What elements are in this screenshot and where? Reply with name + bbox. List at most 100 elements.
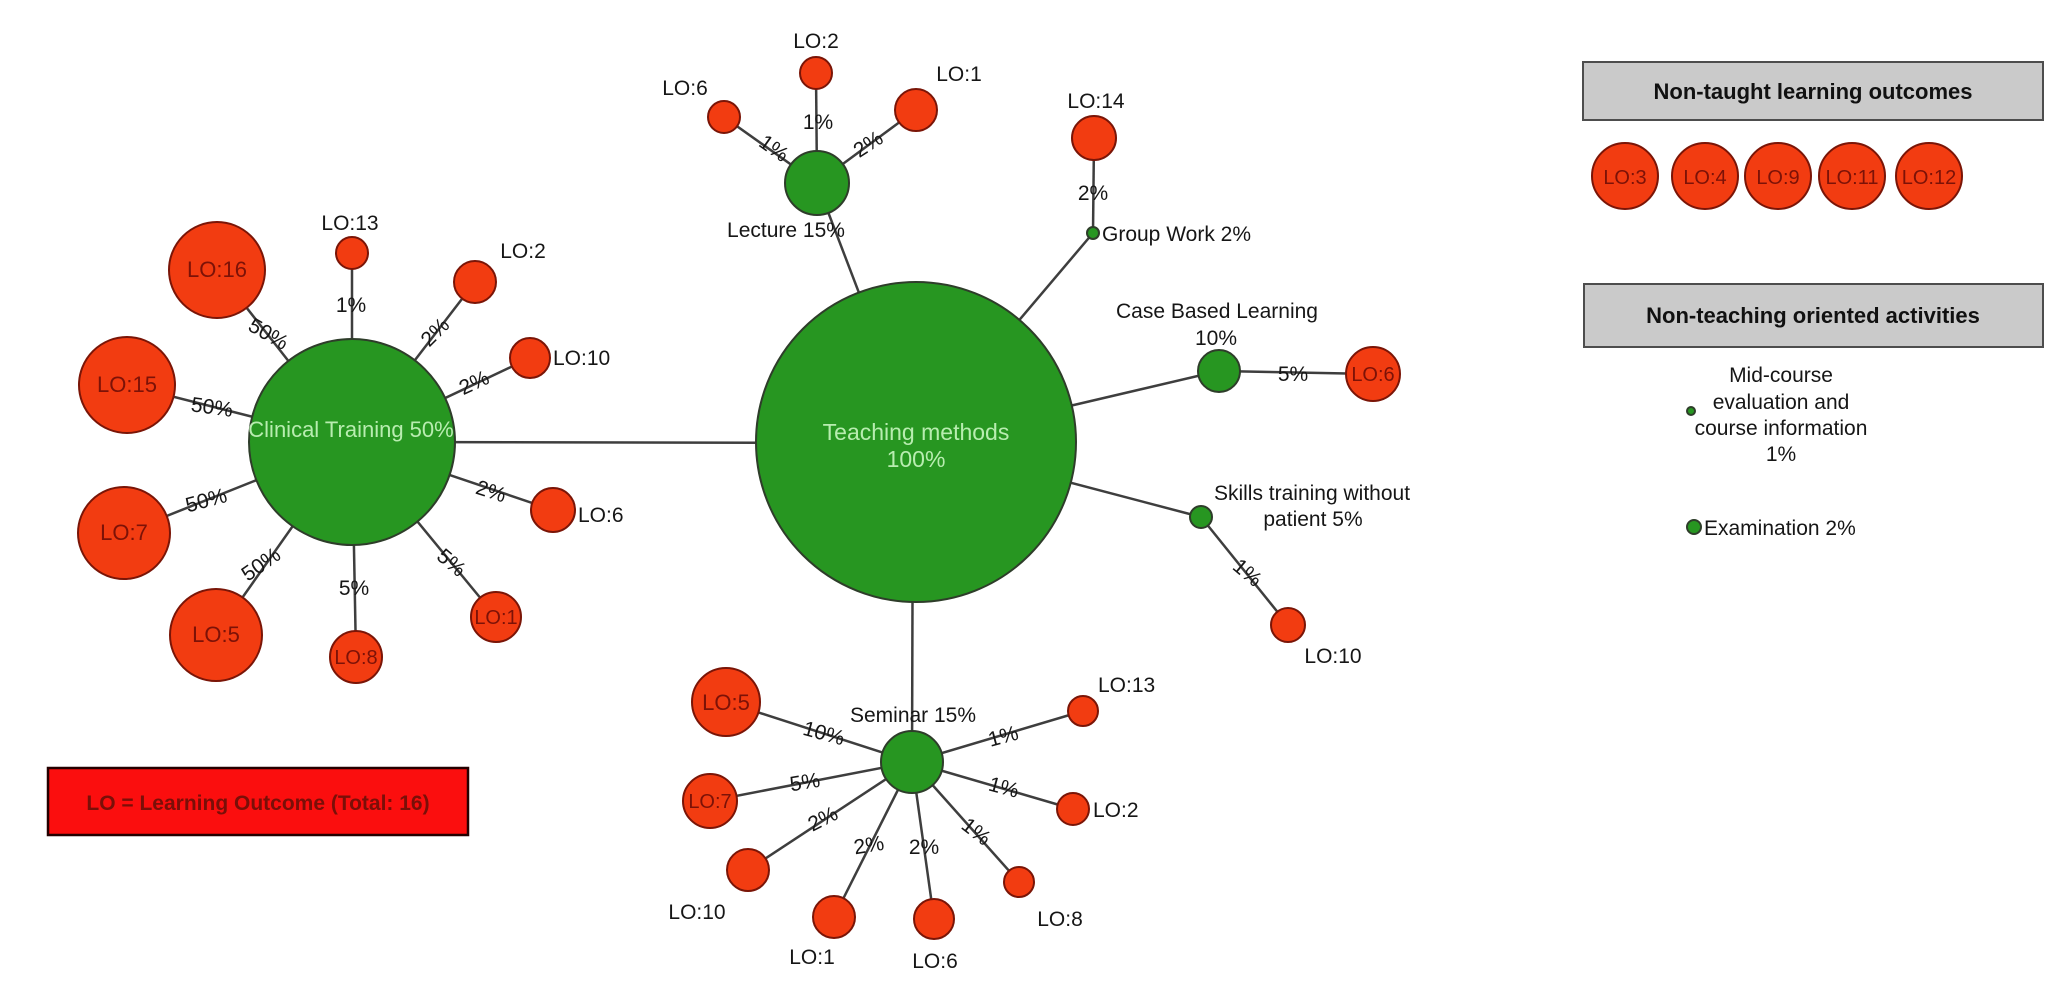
group-work-node (1086, 226, 1100, 240)
non-teaching-header-box (1583, 283, 2044, 348)
clinical-lo2-label: LO:2 (500, 240, 546, 263)
pct-clinical-lo1: 5% (432, 544, 470, 581)
lecture-lo1-label: LO:1 (936, 63, 982, 86)
seminar-lo1-label: LO:1 (789, 946, 835, 969)
note-box (46, 766, 470, 837)
lecture-lo1-node (894, 88, 938, 132)
legend-lo3-node (1591, 142, 1659, 210)
clinical-lo13-label: LO:13 (321, 212, 378, 235)
lecture-lo2-label: LO:2 (793, 30, 839, 53)
pct-clinical-lo8: 5% (339, 577, 369, 600)
edge-seminar-lo7 (709, 760, 913, 803)
casebased-lo6-node (1345, 346, 1401, 402)
legend-lo12-label: LO:12 (1902, 167, 1956, 189)
groupwork-lo14-node (1071, 115, 1117, 161)
pct-skills-lo10: 1% (1228, 554, 1266, 591)
pct-clinical-lo7: 50% (183, 484, 230, 517)
legend-lo9-node (1744, 142, 1812, 210)
legend-lo4-node (1671, 142, 1739, 210)
pct-casebased-lo6: 5% (1278, 363, 1308, 386)
pct-clinical-lo13: 1% (336, 294, 366, 317)
clinical-training-label: Clinical Training 50% (248, 417, 453, 442)
mid-course-line2: evaluation and (1713, 391, 1850, 414)
lecture-node (784, 150, 850, 216)
lecture-label: Lecture 15% (727, 219, 845, 242)
legend-lo9-label: LO:9 (1756, 167, 1799, 189)
clinical-lo7-label: LO:7 (100, 520, 148, 545)
clinical-lo6-node (530, 487, 576, 533)
node-labels: Teaching methods 100% Clinical Training … (97, 30, 1410, 973)
pct-clinical-lo5: 50% (237, 543, 285, 586)
seminar-lo10-node (726, 848, 770, 892)
pct-seminar-lo7: 5% (788, 769, 822, 796)
clinical-lo16-label: LO:16 (187, 257, 247, 282)
clinical-lo7-node (77, 486, 171, 580)
seminar-lo8-label: LO:8 (1037, 908, 1083, 931)
skills-training-node (1189, 505, 1213, 529)
clinical-lo8-label: LO:8 (334, 647, 377, 669)
lecture-lo6-node (707, 100, 741, 134)
pct-seminar-lo10: 2% (804, 802, 841, 836)
examination-label: Examination 2% (1704, 517, 1856, 540)
pct-seminar-lo2: 1% (986, 773, 1021, 803)
seminar-lo5-label: LO:5 (702, 690, 750, 715)
pct-seminar-lo1: 2% (852, 832, 886, 859)
pct-clinical-lo16: 50% (244, 314, 292, 355)
edge-skills-lo10 (1200, 516, 1289, 626)
mid-course-line1: Mid-course (1729, 364, 1833, 387)
case-based-label-line2: 10% (1195, 327, 1237, 350)
pct-seminar-lo6: 2% (909, 836, 939, 859)
clinical-lo8-node (329, 630, 383, 684)
note-box-label: LO = Learning Outcome (Total: 16) (86, 792, 429, 815)
clinical-lo16-node (168, 221, 266, 319)
seminar-lo13-label: LO:13 (1098, 674, 1155, 697)
clinical-lo15-label: LO:15 (97, 372, 157, 397)
mid-course-line3: course information (1695, 417, 1868, 440)
pct-lecture-lo1: 2% (849, 127, 887, 163)
seminar-lo5-node (691, 667, 761, 737)
case-based-label-line1: Case Based Learning (1116, 300, 1318, 323)
groupwork-lo14-label: LO:14 (1067, 90, 1125, 113)
clinical-training-node (248, 338, 456, 546)
clinical-lo1-node (470, 591, 522, 643)
legend-lo4-label: LO:4 (1683, 167, 1726, 189)
pct-seminar-lo5: 10% (800, 717, 847, 750)
legend-lo3-label: LO:3 (1603, 167, 1646, 189)
seminar-node (880, 730, 944, 794)
teaching-methods-node (755, 281, 1077, 603)
clinical-lo6-label: LO:6 (578, 504, 624, 527)
casebased-lo6-label: LO:6 (1351, 364, 1394, 386)
seminar-lo2-label: LO:2 (1093, 799, 1139, 822)
clinical-lo13-node (335, 236, 369, 270)
clinical-lo15-node (78, 336, 176, 434)
seminar-lo6-node (913, 898, 955, 940)
skills-label-line2: patient 5% (1263, 508, 1362, 531)
legend-lo11-label: LO:11 (1826, 167, 1879, 189)
skills-label-line1: Skills training without (1214, 482, 1410, 505)
group-work-label: Group Work 2% (1102, 223, 1251, 246)
pct-clinical-lo6: 2% (473, 476, 509, 507)
non-taught-panel: Non-taught learning outcomes LO:3 LO:4 L… (1582, 61, 2044, 210)
case-based-learning-node (1197, 349, 1241, 393)
pct-clinical-lo15: 50% (189, 393, 234, 422)
clinical-lo10-label: LO:10 (553, 347, 610, 370)
lecture-lo6-label: LO:6 (662, 77, 708, 100)
pct-clinical-lo2: 2% (417, 314, 455, 352)
clinical-lo5-label: LO:5 (192, 622, 240, 647)
seminar-lo7-label: LO:7 (688, 791, 731, 813)
legend-lo11-node (1818, 142, 1886, 210)
seminar-lo2-node (1056, 792, 1090, 826)
non-taught-header-box (1582, 61, 2044, 121)
clinical-lo10-node (509, 337, 551, 379)
pct-groupwork-lo14: 2% (1078, 182, 1108, 205)
mid-course-line4: 1% (1766, 443, 1796, 466)
teaching-methods-pct-label: 100% (887, 446, 946, 472)
non-teaching-title: Non-teaching oriented activities (1646, 303, 1980, 328)
seminar-lo10-label: LO:10 (668, 901, 725, 924)
seminar-lo8-node (1003, 866, 1035, 898)
seminar-lo7-node (682, 773, 738, 829)
clinical-lo2-node (453, 260, 497, 304)
mid-course-dot (1686, 406, 1696, 416)
